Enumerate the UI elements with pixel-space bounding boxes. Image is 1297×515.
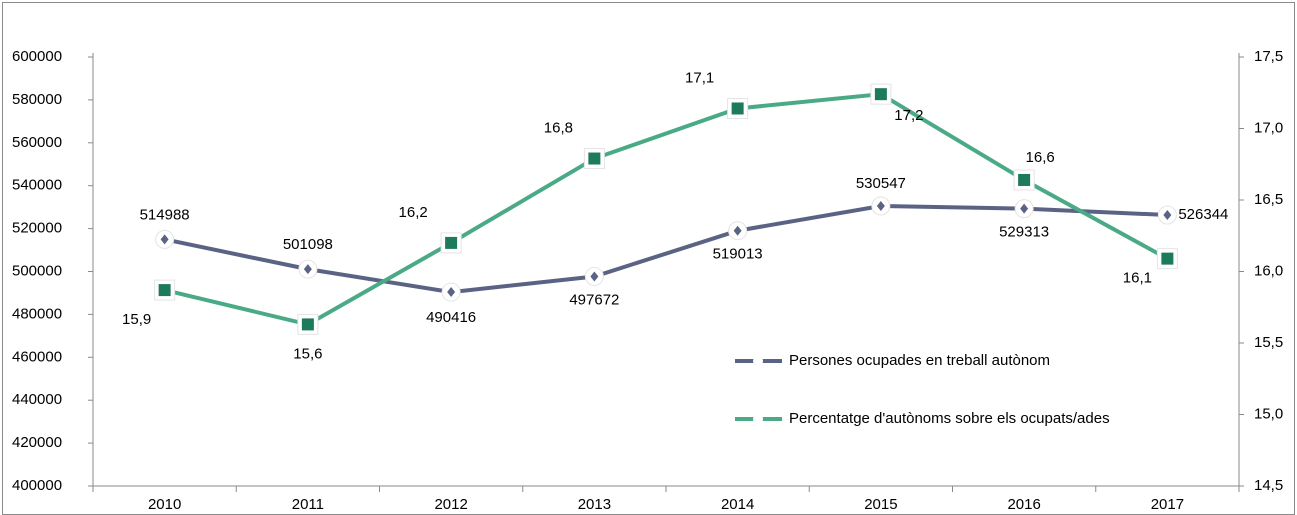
- legend-marker: [753, 356, 763, 366]
- data-label: 501098: [283, 236, 333, 253]
- x-tick-label: 2011: [292, 496, 324, 513]
- marker: [590, 271, 599, 282]
- marker: [1161, 252, 1174, 265]
- data-label: 15,9: [122, 311, 151, 328]
- marker: [588, 152, 601, 165]
- x-tick-label: 2012: [434, 496, 467, 513]
- data-label: 16,2: [399, 204, 428, 221]
- y-tick-label: 600000: [12, 48, 62, 65]
- marker: [1163, 209, 1172, 220]
- marker: [447, 287, 456, 298]
- x-tick-label: 2016: [1007, 496, 1040, 513]
- marker: [876, 200, 885, 211]
- y-tick-label: 460000: [12, 348, 62, 365]
- data-label: 497672: [569, 291, 619, 308]
- y-tick-label: 420000: [12, 434, 62, 451]
- y-tick-label: 500000: [12, 262, 62, 279]
- y-tick-label: 520000: [12, 220, 62, 237]
- data-label: 526344: [1178, 206, 1228, 223]
- series-line: [164, 92, 1169, 327]
- data-label: 530547: [856, 175, 906, 192]
- y-tick-label: 540000: [12, 177, 62, 194]
- y2-tick-label: 15,0: [1254, 405, 1283, 422]
- marker: [160, 234, 169, 245]
- x-tick-label: 2014: [721, 496, 754, 513]
- y-tick-label: 480000: [12, 305, 62, 322]
- data-label: 16,8: [544, 119, 573, 136]
- legend-label: Percentatge d'autònoms sobre els ocupats…: [789, 410, 1110, 427]
- data-label: 15,6: [293, 345, 322, 362]
- y2-tick-label: 16,0: [1254, 262, 1283, 279]
- marker: [731, 102, 744, 115]
- x-tick-label: 2017: [1151, 496, 1184, 513]
- y2-tick-label: 17,5: [1254, 48, 1283, 65]
- y2-tick-label: 17,0: [1254, 119, 1283, 136]
- y-tick-label: 440000: [12, 391, 62, 408]
- x-tick-label: 2010: [148, 496, 181, 513]
- x-tick-label: 2015: [864, 496, 897, 513]
- marker: [874, 88, 887, 101]
- data-label: 17,2: [894, 107, 923, 124]
- data-label: 16,6: [1026, 149, 1055, 166]
- data-label: 490416: [426, 309, 476, 326]
- series-line: [164, 203, 1168, 295]
- y-tick-label: 580000: [12, 91, 62, 108]
- y2-tick-label: 14,5: [1254, 477, 1283, 494]
- data-label: 16,1: [1123, 270, 1152, 287]
- marker: [733, 225, 742, 236]
- marker: [445, 236, 458, 249]
- y-tick-label: 400000: [12, 477, 62, 494]
- y-tick-label: 560000: [12, 134, 62, 151]
- marker: [1018, 173, 1031, 186]
- marker: [158, 284, 171, 297]
- legend-label: Persones ocupades en treball autònom: [789, 352, 1050, 369]
- x-tick-label: 2013: [578, 496, 611, 513]
- data-label: 514988: [140, 206, 190, 223]
- marker: [1020, 203, 1029, 214]
- y2-tick-label: 16,5: [1254, 191, 1283, 208]
- data-label: 529313: [999, 224, 1049, 241]
- data-label: 17,1: [685, 69, 714, 86]
- marker: [301, 318, 314, 331]
- data-label: 519013: [713, 246, 763, 263]
- legend-marker: [753, 414, 763, 424]
- marker: [303, 264, 312, 275]
- y2-tick-label: 15,5: [1254, 334, 1283, 351]
